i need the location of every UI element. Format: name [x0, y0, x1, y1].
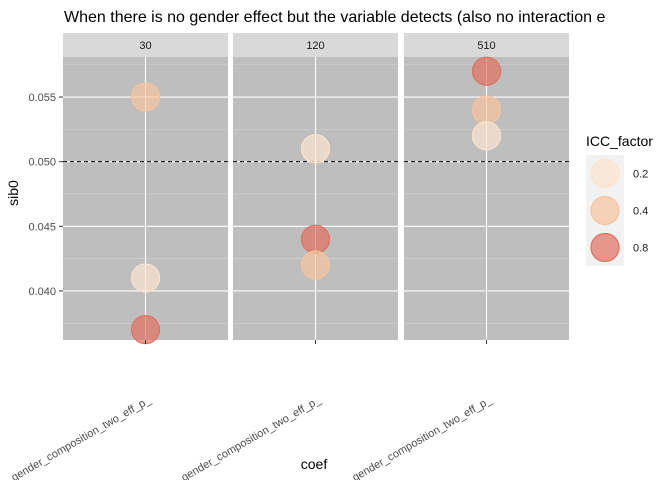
data-point — [471, 121, 502, 151]
facet-strip — [63, 33, 228, 57]
facet-strip — [233, 33, 398, 57]
y-tick-label: 0.040 — [28, 286, 56, 298]
legend-key-swatch — [590, 195, 620, 226]
facet-strip-label: 30 — [139, 40, 151, 52]
facet-strip-label: 510 — [477, 40, 495, 52]
legend-key-swatch — [590, 232, 620, 263]
y-tick-label: 0.055 — [28, 92, 56, 104]
legend-key-swatch — [590, 158, 620, 189]
data-point — [130, 82, 161, 112]
data-point — [300, 224, 331, 254]
legend-title: ICC_factor — [586, 133, 653, 149]
x-axis-label: coef — [301, 456, 328, 472]
data-point — [130, 315, 161, 345]
y-tick-label: 0.050 — [28, 157, 56, 169]
x-tick-label: gender_composition_two_eff_p_ — [9, 394, 153, 480]
data-point — [471, 56, 502, 86]
y-axis-label: sib0 — [5, 180, 21, 206]
plot-area: 30 gender_composition_two_eff_p_ 120 gender… — [9, 33, 569, 480]
chart-title: When there is no gender effect but the v… — [64, 9, 605, 26]
facet-strip-label: 120 — [306, 40, 324, 52]
data-point — [471, 95, 502, 125]
y-tick-label: 0.045 — [28, 221, 56, 233]
data-point — [300, 250, 331, 280]
legend: ICC_factor 0.2 0.4 0.8 — [586, 133, 653, 266]
data-point — [130, 263, 161, 293]
legend-entry-label: 0.8 — [633, 243, 648, 255]
data-point — [300, 134, 331, 164]
facet-strip — [404, 33, 569, 57]
legend-entry-label: 0.4 — [633, 206, 648, 218]
x-tick-label: gender_composition_two_eff_p_ — [350, 394, 494, 480]
legend-entry-label: 0.2 — [633, 169, 648, 181]
